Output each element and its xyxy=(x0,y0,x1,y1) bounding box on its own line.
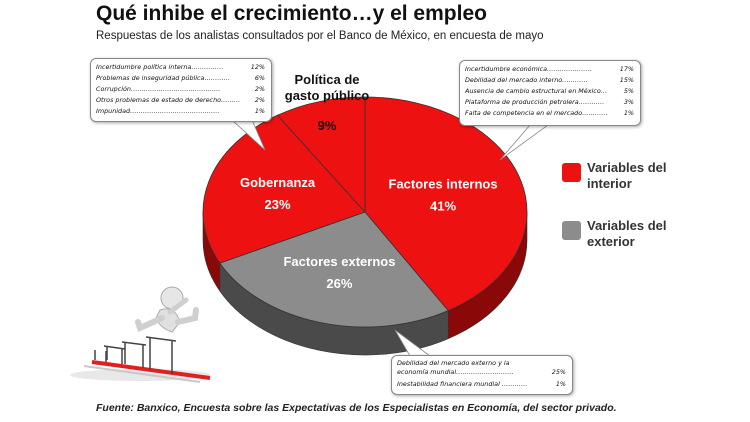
pie-slice-2 xyxy=(202,114,366,264)
slice-name-1: Factores externos xyxy=(283,254,395,269)
callout-row-label: Inestabilidad financiera mundial ………… xyxy=(397,380,528,388)
chart-subtitle: Respuestas de los analistas consultados … xyxy=(96,30,544,42)
callout-row-label: Otros problemas de estado de derecho……… xyxy=(96,96,241,104)
pie-slice-0 xyxy=(364,96,528,312)
source-note: Fuente: Banxico, Encuesta sobre las Expe… xyxy=(96,402,617,414)
callout-row: Corrupción…………………………………… 2% xyxy=(96,84,265,95)
callout-row: Impunidad…………………………………… 1% xyxy=(96,106,265,117)
callout-row-value: 3% xyxy=(623,98,634,106)
callout-row-value: 25% xyxy=(551,368,566,376)
callout-row-label: Corrupción…………………………………… xyxy=(96,85,221,93)
callout-row-value: 5% xyxy=(623,87,634,95)
callout-row-label: Impunidad…………………………………… xyxy=(96,107,220,115)
slice-value-1: 26% xyxy=(326,276,352,291)
chart-title: Qué inhibe el crecimiento…y el empleo xyxy=(96,2,487,25)
callout-row-value: 12% xyxy=(250,63,265,71)
slice-name-2: Gobernanza xyxy=(240,175,316,190)
callout-row-value: 15% xyxy=(619,76,634,84)
callout-row-label: Plataforma de producción petrolera………… xyxy=(465,98,605,106)
slice-value-0: 41% xyxy=(430,199,456,214)
callout-row-value: 6% xyxy=(254,74,265,82)
callout-row-label: Debilidad del mercado interno………… xyxy=(465,76,588,84)
hurdle-runner-illustration xyxy=(70,286,211,383)
callout-row: Otros problemas de estado de derecho……… 2… xyxy=(96,95,265,106)
callout-row-value: 2% xyxy=(254,85,265,93)
callout-row: Problemas de inseguridad pública………… 6% xyxy=(96,73,265,84)
gobernanza-breakdown-callout: Incertidumbre política interna…………… 12% P… xyxy=(90,58,272,122)
callout-row: Plataforma de producción petrolera………… 3% xyxy=(465,97,634,108)
slice-label-politica: Política de gasto público 9% xyxy=(282,72,372,134)
callout-row-value: 1% xyxy=(555,380,566,388)
pie-slice-1 xyxy=(219,211,449,328)
externos-breakdown-callout: Debilidad del mercado externo y la econo… xyxy=(391,355,573,395)
slice-value-2: 23% xyxy=(265,197,291,212)
callout-pointers xyxy=(230,119,550,357)
callout-row-label: Debilidad del mercado externo y la econo… xyxy=(397,359,514,376)
callout-row: Incertidumbre económica………………… 17% xyxy=(465,64,634,75)
pie-labels: Factores internos 41% Factores externos 26%… xyxy=(240,175,498,291)
callout-row-label: Incertidumbre política interna…………… xyxy=(96,63,224,71)
callout-row-value: 17% xyxy=(619,65,634,73)
callout-row-label: Falta de competencia en el mercado………… xyxy=(465,109,608,117)
legend-item-exterior: Variables del exterior xyxy=(562,218,667,250)
callout-row-label: Problemas de inseguridad pública………… xyxy=(96,74,231,82)
callout-pointer-1 xyxy=(499,124,550,161)
callout-row-value: 1% xyxy=(623,109,634,117)
slice-name-politica: Política de gasto público xyxy=(284,72,370,103)
callout-row: Incertidumbre política interna…………… 12% xyxy=(96,62,265,73)
callout-row: Ausencia de cambio estructural en México… xyxy=(465,86,634,97)
legend-swatch-interior xyxy=(562,163,581,182)
callout-row: Inestabilidad financiera mundial ………… 1% xyxy=(397,379,566,390)
callout-row: Debilidad del mercado externo y la econo… xyxy=(397,359,566,377)
callout-row-value: 1% xyxy=(254,107,265,115)
pie-slice-3 xyxy=(276,96,366,214)
callout-row: Debilidad del mercado interno………… 15% xyxy=(465,75,634,86)
legend-label-interior: Variables del interior xyxy=(587,160,667,191)
internos-breakdown-callout: Incertidumbre económica………………… 17% Debili… xyxy=(459,60,641,126)
callout-row-label: Ausencia de cambio estructural en México… xyxy=(465,87,608,95)
legend-label-exterior: Variables del exterior xyxy=(587,218,667,249)
callout-row-label: Incertidumbre económica………………… xyxy=(465,65,592,73)
callout-row-value: 2% xyxy=(254,96,265,104)
slice-name-0: Factores internos xyxy=(389,177,498,192)
slice-value-politica: 9% xyxy=(317,118,337,133)
callout-row: Falta de competencia en el mercado………… 1% xyxy=(465,108,634,119)
legend-item-interior: Variables del interior xyxy=(562,160,667,192)
pie-slices xyxy=(202,96,528,328)
legend-swatch-exterior xyxy=(562,221,581,240)
